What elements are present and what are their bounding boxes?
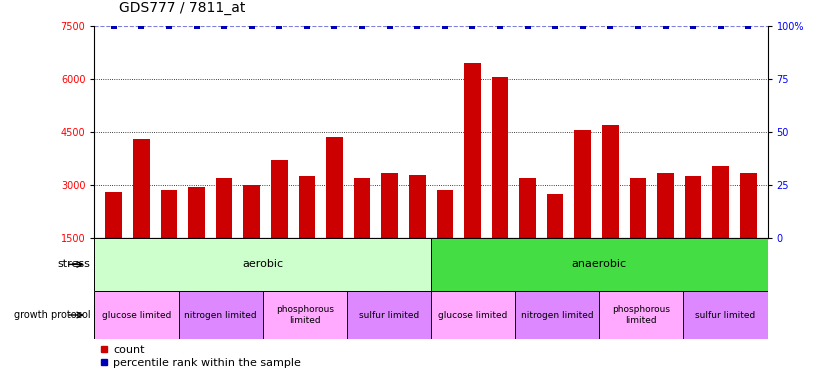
Bar	[658, 173, 674, 291]
Bar	[630, 178, 646, 291]
Point	[714, 23, 727, 29]
Point	[631, 23, 644, 29]
Text: sulfur limited: sulfur limited	[359, 310, 419, 320]
Bar	[516, 291, 599, 339]
Bar	[431, 291, 516, 339]
Bar	[464, 63, 480, 291]
Point	[548, 23, 562, 29]
Point	[328, 23, 341, 29]
Bar	[216, 178, 232, 291]
Point	[493, 23, 507, 29]
Bar	[547, 194, 563, 291]
Point	[383, 23, 397, 29]
Text: nitrogen limited: nitrogen limited	[521, 310, 594, 320]
Bar	[133, 139, 149, 291]
Point	[576, 23, 589, 29]
Bar	[520, 178, 536, 291]
Point	[218, 23, 231, 29]
Text: glucose limited: glucose limited	[102, 310, 172, 320]
Bar	[188, 187, 204, 291]
Bar	[740, 173, 757, 291]
Point	[521, 23, 534, 29]
Bar	[243, 185, 260, 291]
Legend: count, percentile rank within the sample: count, percentile rank within the sample	[100, 345, 301, 368]
Point	[355, 23, 369, 29]
Text: nitrogen limited: nitrogen limited	[185, 310, 257, 320]
Point	[410, 23, 424, 29]
Bar	[409, 175, 425, 291]
Text: growth protocol: growth protocol	[14, 310, 90, 320]
Point	[273, 23, 286, 29]
Bar	[105, 192, 122, 291]
Bar	[599, 291, 683, 339]
Bar	[94, 238, 431, 291]
Point	[190, 23, 203, 29]
Bar	[683, 291, 768, 339]
Point	[686, 23, 699, 29]
Bar	[492, 78, 508, 291]
Text: aerobic: aerobic	[242, 260, 283, 269]
Bar	[161, 190, 177, 291]
Text: glucose limited: glucose limited	[438, 310, 508, 320]
Bar	[179, 291, 263, 339]
Text: sulfur limited: sulfur limited	[695, 310, 755, 320]
Bar	[263, 291, 347, 339]
Bar	[326, 138, 342, 291]
Bar	[713, 166, 729, 291]
Text: GDS777 / 7811_at: GDS777 / 7811_at	[119, 1, 245, 15]
Bar	[354, 178, 370, 291]
Bar	[575, 130, 591, 291]
Bar	[347, 291, 431, 339]
Bar	[382, 173, 398, 291]
Point	[659, 23, 672, 29]
Text: phosphorous
limited: phosphorous limited	[612, 305, 671, 325]
Bar	[602, 125, 619, 291]
Point	[741, 23, 754, 29]
Point	[163, 23, 176, 29]
Bar	[685, 176, 701, 291]
Text: anaerobic: anaerobic	[571, 260, 627, 269]
Point	[108, 23, 121, 29]
Point	[135, 23, 148, 29]
Point	[245, 23, 259, 29]
Bar	[431, 238, 768, 291]
Point	[466, 23, 479, 29]
Text: phosphorous
limited: phosphorous limited	[276, 305, 334, 325]
Text: stress: stress	[57, 260, 90, 269]
Bar	[94, 291, 179, 339]
Bar	[437, 190, 453, 291]
Bar	[299, 176, 315, 291]
Bar	[271, 160, 287, 291]
Point	[438, 23, 452, 29]
Point	[603, 23, 617, 29]
Point	[300, 23, 314, 29]
